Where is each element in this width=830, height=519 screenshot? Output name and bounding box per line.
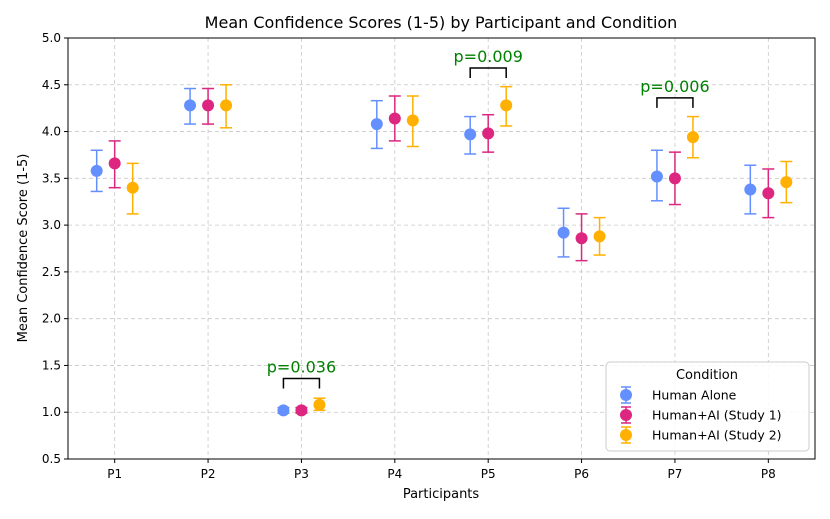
y-tick-label: 4.0 [42,125,61,139]
y-tick-label: 5.0 [42,31,61,45]
data-point [780,176,793,189]
legend-box [605,361,810,452]
data-point [575,232,588,245]
data-point [295,404,308,417]
significance-label: p=0.006 [640,77,709,96]
data-point [126,181,139,194]
plot-frame [67,37,816,460]
y-tick-label: 4.5 [42,78,61,92]
y-tick-label: 2.0 [42,312,61,326]
data-point [744,183,757,196]
y-tick-label: 3.5 [42,171,61,185]
data-point [90,164,103,177]
significance-annotations: p=0.036 p=0.009 p=0.006 [267,47,710,389]
y-axis-ticks: 0.5 1.0 1.5 2.0 2.5 3.0 3.5 4.0 4.5 5.0 [42,31,68,466]
x-tick-label: P8 [761,467,776,481]
data-marks [90,84,793,417]
x-tick-label: P4 [387,467,402,481]
legend-marker [620,409,632,421]
x-axis-label: Participants [403,487,480,502]
y-tick-label: 3.0 [42,218,61,232]
chart-title: Mean Confidence Scores (1-5) by Particip… [205,13,678,32]
data-point [482,127,495,140]
legend-marker [620,429,632,441]
data-point [593,230,606,243]
significance-bracket [656,97,694,108]
data-point [406,114,419,127]
data-point [108,157,121,170]
data-point [202,99,215,112]
data-point [313,398,326,411]
data-point [557,226,570,239]
data-point [388,112,401,125]
x-tick-label: P3 [294,467,309,481]
data-point [500,99,513,112]
data-point [762,187,775,200]
y-tick-label: 2.5 [42,265,61,279]
legend-marker [620,389,632,401]
data-point [464,128,477,141]
x-tick-label: P7 [668,467,683,481]
data-point [220,99,233,112]
data-point [277,404,290,417]
legend: Condition Human Alone Human+AI (Study 1) H… [605,361,810,452]
data-point [668,172,681,185]
x-tick-label: P5 [481,467,496,481]
significance-bracket [282,377,321,389]
x-tick-label: P1 [107,467,122,481]
legend-label: Human Alone [652,388,737,403]
y-tick-label: 0.5 [42,452,61,466]
y-tick-label: 1.5 [42,358,61,372]
y-tick-label: 1.0 [42,405,61,419]
y-axis-label: Mean Confidence Score (1-5) [16,154,31,343]
x-tick-label: P2 [201,467,216,481]
data-point [184,99,197,112]
data-point [650,170,663,183]
legend-label: Human+AI (Study 2) [652,428,782,443]
x-axis-ticks: P1 P2 P3 P4 P5 P6 P7 P8 [107,459,776,481]
legend-title: Condition [676,368,738,383]
legend-label: Human+AI (Study 1) [652,408,782,423]
data-point [686,131,699,144]
significance-bracket [469,67,507,78]
x-tick-label: P6 [574,467,589,481]
significance-label: p=0.009 [454,47,523,66]
significance-label: p=0.036 [267,358,336,377]
data-point [370,118,383,131]
